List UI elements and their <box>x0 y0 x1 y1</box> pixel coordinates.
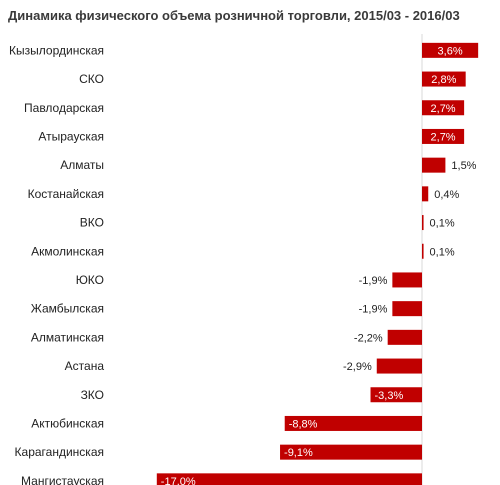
bar <box>422 186 429 202</box>
category-label: Костанайская <box>28 187 104 201</box>
bar <box>280 444 422 460</box>
value-label: 0,1% <box>430 218 455 230</box>
category-label: ВКО <box>80 216 104 230</box>
value-label: 2,7% <box>431 103 456 115</box>
value-label: 2,7% <box>431 131 456 143</box>
bar <box>422 71 466 87</box>
bar <box>376 358 422 374</box>
category-label: Акмолинская <box>31 244 104 258</box>
category-label: Карагандинская <box>15 445 104 459</box>
category-label: Астана <box>65 359 105 373</box>
value-label: -2,2% <box>354 332 383 344</box>
category-label: Атырауская <box>38 129 104 143</box>
bar <box>387 329 422 345</box>
category-label: Алматинская <box>31 330 104 344</box>
bar <box>156 473 423 485</box>
category-label: Мангистауская <box>21 474 104 485</box>
value-label: -17,0% <box>161 476 196 485</box>
category-label: Павлодарская <box>24 101 104 115</box>
value-label: 1,5% <box>451 160 476 172</box>
category-label: ЮКО <box>76 273 104 287</box>
value-label: -8,8% <box>289 418 318 430</box>
category-label: Кызылординская <box>9 43 104 57</box>
value-label: 0,1% <box>430 246 455 258</box>
bar <box>422 100 465 116</box>
bar <box>284 415 422 431</box>
value-label: -1,9% <box>359 304 388 316</box>
value-label: -1,9% <box>359 275 388 287</box>
bar <box>370 387 422 403</box>
bar <box>422 215 424 231</box>
value-label: -2,9% <box>343 361 372 373</box>
value-label: -3,3% <box>375 390 404 402</box>
value-label: 0,4% <box>434 189 459 201</box>
value-label: -9,1% <box>284 447 313 459</box>
value-label: 3,6% <box>438 45 463 57</box>
category-label: СКО <box>79 72 104 86</box>
bar <box>422 157 446 173</box>
category-label: Жамбылская <box>31 302 104 316</box>
value-label: 2,8% <box>431 74 456 86</box>
bar <box>392 301 422 317</box>
bar <box>392 272 422 288</box>
bar <box>422 243 424 259</box>
category-label: Алматы <box>60 158 104 172</box>
category-label: ЗКО <box>81 388 104 402</box>
category-label: Актюбинская <box>31 416 104 430</box>
chart-title: Динамика физического объема розничной то… <box>8 8 460 23</box>
bar <box>422 42 479 58</box>
bar <box>422 128 465 144</box>
